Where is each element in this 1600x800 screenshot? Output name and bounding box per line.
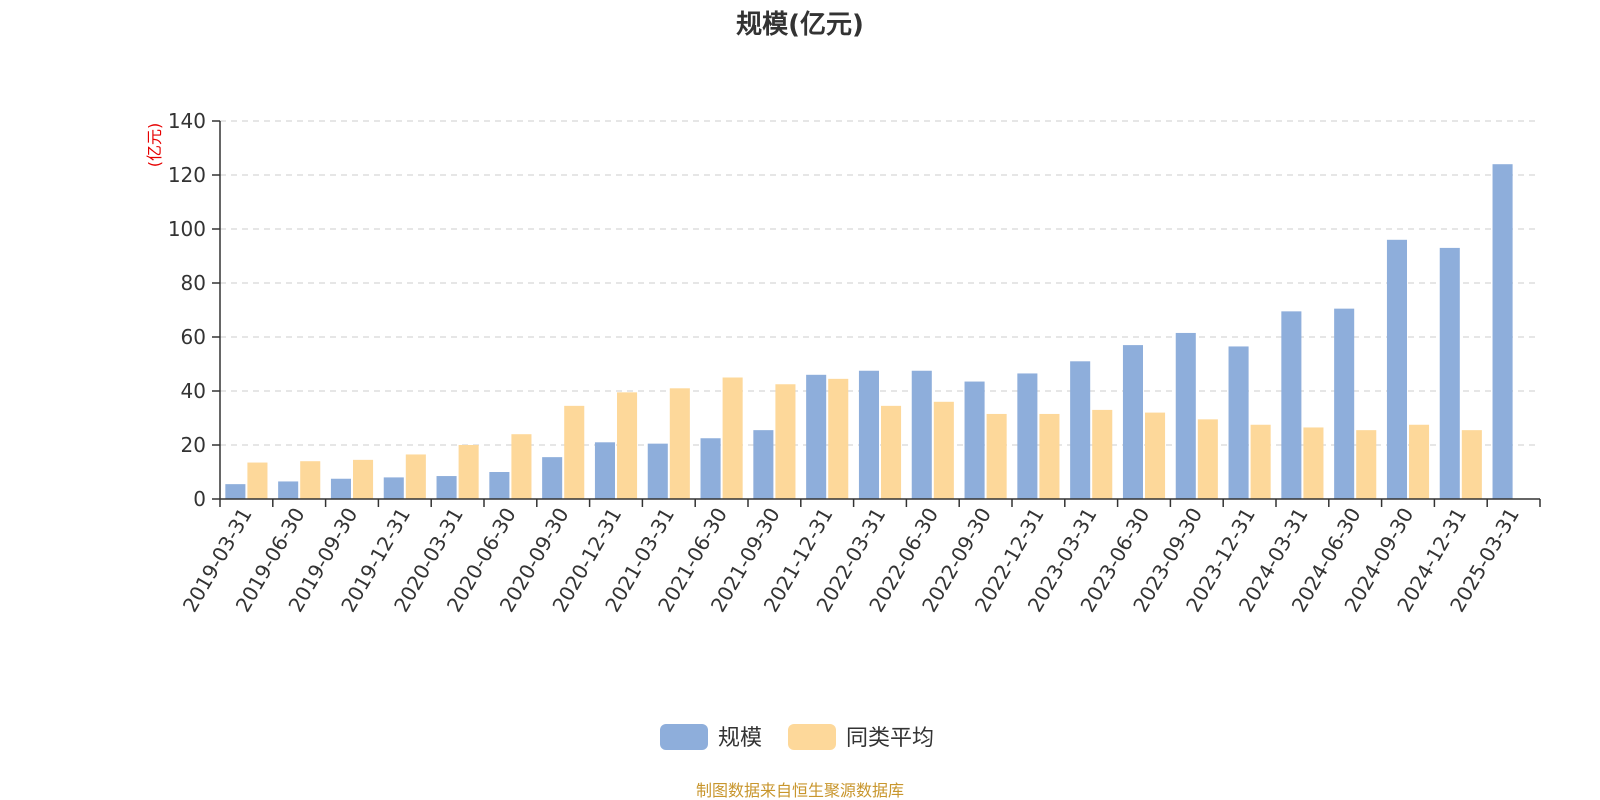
legend-swatch-peer-average bbox=[788, 724, 836, 750]
legend-swatch-scale bbox=[660, 724, 708, 750]
bar-scale bbox=[594, 442, 615, 499]
bar-peer-average bbox=[1409, 424, 1430, 499]
bar-scale bbox=[542, 457, 563, 499]
bar-peer-average bbox=[828, 378, 849, 499]
bar-scale bbox=[753, 430, 774, 499]
axes bbox=[219, 121, 1541, 507]
bars bbox=[225, 164, 1513, 500]
y-tick-label: 0 bbox=[193, 487, 206, 511]
bar-peer-average bbox=[1039, 413, 1060, 499]
y-axis-unit-label: (亿元) bbox=[145, 123, 164, 168]
bar-peer-average bbox=[300, 461, 321, 499]
bar-scale bbox=[383, 477, 404, 499]
bar-scale bbox=[1439, 247, 1460, 499]
bar-peer-average bbox=[775, 384, 796, 499]
y-tick-labels: 0 20 40 60 80 100 120 140 bbox=[168, 109, 206, 511]
bar-peer-average bbox=[1250, 424, 1271, 499]
bar-peer-average bbox=[722, 377, 743, 499]
bar-peer-average bbox=[933, 401, 954, 499]
legend: 规模 同类平均 bbox=[660, 724, 934, 751]
bar-scale bbox=[1017, 373, 1038, 499]
bar-peer-average bbox=[458, 445, 479, 499]
bar-peer-average bbox=[1145, 412, 1166, 499]
bar-scale bbox=[858, 370, 879, 499]
bar-scale bbox=[700, 438, 721, 499]
legend-label-scale: 规模 bbox=[718, 726, 762, 751]
bar-peer-average bbox=[405, 454, 426, 499]
bar-scale bbox=[647, 443, 668, 499]
gridlines bbox=[212, 120, 1540, 500]
bar-scale bbox=[911, 370, 932, 499]
y-tick-label: 80 bbox=[181, 271, 206, 295]
bar-peer-average bbox=[247, 462, 268, 499]
bar-peer-average bbox=[669, 388, 690, 499]
y-tick-label: 60 bbox=[181, 325, 206, 349]
bar-scale bbox=[1175, 332, 1196, 499]
bar-peer-average bbox=[1092, 409, 1113, 499]
bar-peer-average bbox=[511, 434, 532, 499]
y-tick-label: 20 bbox=[181, 433, 206, 457]
legend-label-peer-average: 同类平均 bbox=[846, 726, 934, 751]
bar-scale bbox=[330, 478, 351, 499]
x-tick-labels: 2019-03-312019-06-302019-09-302019-12-31… bbox=[178, 503, 1524, 616]
bar-scale bbox=[806, 374, 827, 499]
y-tick-label: 40 bbox=[181, 379, 206, 403]
bar-scale bbox=[278, 481, 299, 499]
source-note: 制图数据来自恒生聚源数据库 bbox=[696, 781, 904, 800]
bar-peer-average bbox=[1303, 427, 1324, 499]
bar-scale bbox=[964, 381, 985, 499]
bar-peer-average bbox=[986, 413, 1007, 499]
bar-peer-average bbox=[564, 405, 585, 499]
bar-scale bbox=[225, 484, 246, 499]
bar-scale bbox=[1228, 346, 1249, 499]
bar-scale bbox=[436, 476, 457, 499]
bar-scale bbox=[489, 472, 510, 499]
y-tick-label: 100 bbox=[168, 217, 206, 241]
bar-peer-average bbox=[881, 405, 902, 499]
bar-peer-average bbox=[1461, 430, 1482, 499]
bar-peer-average bbox=[353, 459, 374, 499]
bar-scale bbox=[1122, 345, 1143, 499]
bar-scale bbox=[1386, 239, 1407, 500]
y-tick-label: 120 bbox=[168, 163, 206, 187]
bar-peer-average bbox=[1356, 430, 1377, 499]
bar-scale bbox=[1492, 164, 1513, 499]
chart-title: 规模(亿元) bbox=[736, 10, 864, 40]
bar-peer-average bbox=[1197, 419, 1218, 499]
y-tick-label: 140 bbox=[168, 109, 206, 133]
bar-scale bbox=[1334, 308, 1355, 499]
bar-peer-average bbox=[617, 392, 638, 499]
bar-scale bbox=[1070, 361, 1091, 499]
bar-scale bbox=[1281, 311, 1302, 499]
